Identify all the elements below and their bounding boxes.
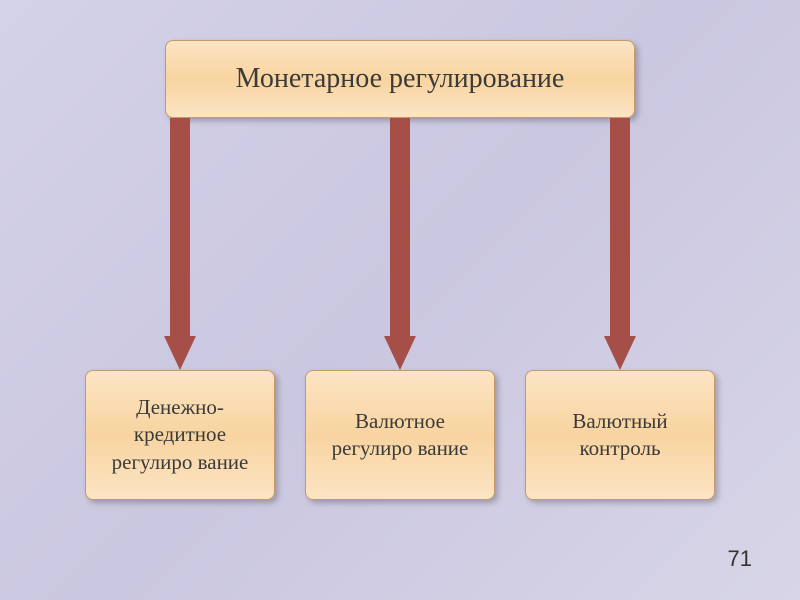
child-label: Валютный контроль (534, 408, 706, 463)
arrow-2 (384, 118, 416, 373)
arrow-stem (610, 118, 630, 338)
arrow-stem (170, 118, 190, 338)
child-box-3: Валютный контроль (525, 370, 715, 500)
arrow-stem (390, 118, 410, 338)
child-box-1: Денежно-кредитное регулиро вание (85, 370, 275, 500)
arrow-head (164, 336, 196, 370)
arrow-head (384, 336, 416, 370)
arrow-1 (164, 118, 196, 373)
child-label: Валютное регулиро вание (314, 408, 486, 463)
hierarchy-diagram: Монетарное регулирование Денежно-кредитн… (0, 0, 800, 600)
root-box: Монетарное регулирование (165, 40, 635, 118)
arrow-head (604, 336, 636, 370)
arrow-3 (604, 118, 636, 373)
root-label: Монетарное регулирование (236, 63, 565, 95)
child-box-2: Валютное регулиро вание (305, 370, 495, 500)
page-number: 71 (728, 546, 752, 572)
child-label: Денежно-кредитное регулиро вание (94, 394, 266, 476)
